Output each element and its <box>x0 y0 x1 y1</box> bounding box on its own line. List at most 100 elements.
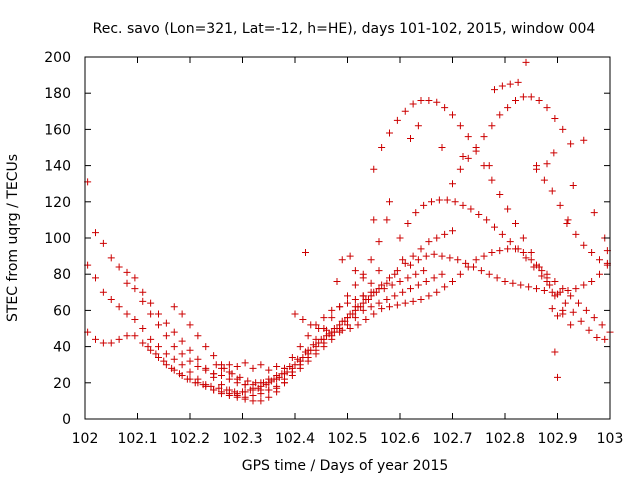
data-point <box>123 279 131 287</box>
data-point <box>328 335 336 343</box>
data-point <box>302 248 309 256</box>
data-point <box>351 306 359 314</box>
data-point <box>567 140 575 148</box>
data-point <box>451 198 459 206</box>
data-point <box>433 98 441 106</box>
data-point <box>504 104 512 112</box>
data-point <box>139 288 147 296</box>
data-point <box>139 325 147 332</box>
data-point <box>554 373 561 381</box>
data-point <box>588 277 596 285</box>
data-point <box>386 198 393 206</box>
data-point <box>309 341 317 349</box>
x-tick-label: 103 <box>597 431 624 447</box>
data-point <box>333 277 341 285</box>
data-point <box>512 96 519 104</box>
data-point <box>375 267 383 275</box>
data-point <box>359 292 367 300</box>
data-point <box>477 267 485 275</box>
data-points <box>84 58 614 405</box>
y-tick-label: 200 <box>44 50 71 66</box>
data-point <box>144 343 152 351</box>
x-tick-label: 102.5 <box>327 431 367 447</box>
data-point <box>370 288 378 296</box>
data-point <box>199 381 207 389</box>
data-point <box>414 122 422 130</box>
data-point <box>519 248 527 256</box>
data-point <box>288 372 296 380</box>
data-point <box>252 379 260 387</box>
series-arc-10 <box>396 196 609 343</box>
x-tick-label: 102 <box>72 431 99 447</box>
data-point <box>540 286 548 294</box>
data-point <box>590 209 598 217</box>
data-point <box>407 261 414 269</box>
data-point <box>338 326 346 334</box>
data-point <box>320 314 328 322</box>
data-point <box>538 267 546 275</box>
data-point <box>533 261 540 269</box>
data-point <box>467 205 475 213</box>
data-point <box>391 270 399 278</box>
data-point <box>265 393 273 401</box>
y-tick-label: 0 <box>62 412 71 428</box>
data-point <box>543 104 551 112</box>
data-point <box>449 111 456 119</box>
data-point <box>359 299 367 307</box>
data-point <box>401 299 409 307</box>
data-point <box>533 165 540 173</box>
data-point <box>288 353 296 361</box>
data-point <box>147 335 155 343</box>
data-point <box>575 299 582 307</box>
data-point <box>162 332 170 340</box>
data-point <box>215 384 223 392</box>
data-point <box>488 248 496 256</box>
data-point <box>414 256 422 264</box>
data-point <box>99 239 107 247</box>
x-tick-label: 102.8 <box>485 431 525 447</box>
data-point <box>556 201 564 209</box>
data-point <box>346 310 354 318</box>
data-point <box>107 296 115 304</box>
data-point <box>580 136 588 144</box>
data-point <box>483 216 491 224</box>
data-point <box>147 310 155 318</box>
data-point <box>359 274 367 282</box>
data-point <box>564 286 572 294</box>
x-tick-label: 102.1 <box>117 431 157 447</box>
data-point <box>412 270 420 278</box>
y-tick-label: 60 <box>53 303 71 319</box>
data-point <box>267 377 275 385</box>
data-point <box>569 182 577 190</box>
data-point <box>472 144 480 151</box>
data-point <box>162 319 170 327</box>
data-point <box>99 339 107 347</box>
data-point <box>506 238 514 246</box>
data-point <box>472 256 480 264</box>
data-point <box>512 220 519 228</box>
data-point <box>370 216 378 224</box>
data-point <box>496 111 504 119</box>
data-point <box>433 288 441 296</box>
data-point <box>147 346 155 354</box>
data-point <box>409 100 417 108</box>
y-tick-label: 100 <box>44 231 71 247</box>
data-point <box>396 234 404 242</box>
data-point <box>559 125 567 133</box>
data-point <box>194 363 202 371</box>
data-point <box>550 149 558 157</box>
data-point <box>393 301 401 309</box>
data-point <box>519 93 527 101</box>
data-point <box>435 196 443 204</box>
data-point <box>92 274 99 282</box>
data-point <box>386 129 393 137</box>
x-tick-label: 102.2 <box>170 431 210 447</box>
data-point <box>456 270 464 278</box>
data-point <box>548 187 556 195</box>
data-point <box>351 314 359 322</box>
y-tick-label: 80 <box>53 267 71 283</box>
data-point <box>401 259 409 267</box>
data-point <box>522 58 530 66</box>
